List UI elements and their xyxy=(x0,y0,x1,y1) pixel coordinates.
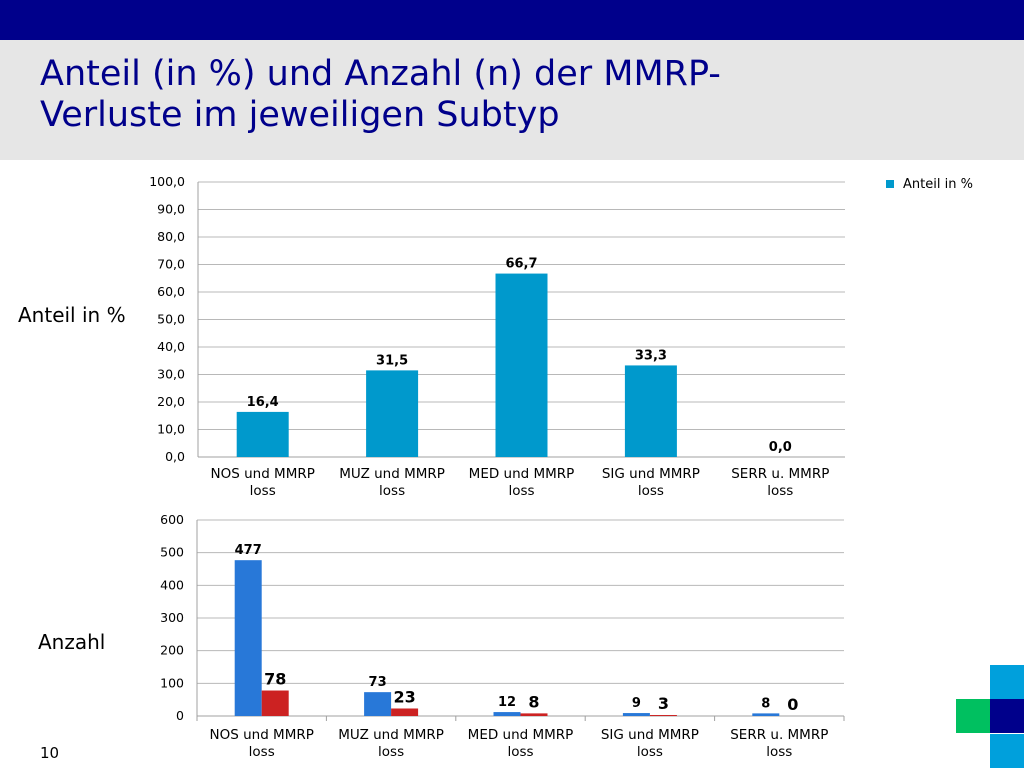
data-label: 12 xyxy=(498,695,516,710)
slide-title-line-2: Verluste im jeweiligen Subtyp xyxy=(40,95,560,135)
legend-label: Anteil in % xyxy=(903,177,973,192)
y-tick-label: 80,0 xyxy=(157,229,185,244)
x-tick-label: loss xyxy=(379,483,405,499)
y-tick-label: 50,0 xyxy=(157,312,185,327)
x-tick-label: NOS und MMRP xyxy=(211,466,315,482)
x-tick-label: loss xyxy=(767,483,793,499)
x-tick-label: SIG und MMRP xyxy=(602,466,700,482)
y-tick-label: 40,0 xyxy=(157,339,185,354)
x-tick-label: loss xyxy=(378,744,404,760)
x-tick-label: MUZ und MMRP xyxy=(339,466,445,482)
data-label: 3 xyxy=(658,694,669,713)
title-banner xyxy=(0,40,1024,160)
y-tick-label: 70,0 xyxy=(157,257,185,272)
percent-chart-label: Anteil in % xyxy=(18,303,126,327)
x-tick-label: loss xyxy=(637,744,663,760)
top-bar xyxy=(0,0,1024,40)
x-tick-label: SERR u. MMRP xyxy=(731,466,829,482)
decor-square-blue-bottom xyxy=(990,734,1024,768)
slide-title-line-1: Anteil (in %) und Anzahl (n) der MMRP- xyxy=(40,54,721,94)
bar xyxy=(622,713,650,716)
data-label: 8 xyxy=(761,696,770,711)
data-label: 8 xyxy=(528,692,539,711)
decor-square-navy xyxy=(990,699,1024,733)
bar xyxy=(495,273,548,457)
bar xyxy=(520,713,548,716)
data-label: 16,4 xyxy=(247,395,279,410)
bar xyxy=(649,715,677,716)
bar xyxy=(364,692,392,716)
y-tick-label: 200 xyxy=(160,643,184,658)
bar xyxy=(624,365,677,457)
x-tick-label: NOS und MMRP xyxy=(210,727,314,743)
data-label: 33,3 xyxy=(635,348,667,363)
y-tick-label: 10,0 xyxy=(157,422,185,437)
y-tick-label: 100 xyxy=(160,675,184,690)
bar xyxy=(391,708,419,716)
data-label: 0 xyxy=(787,695,798,714)
percent-bar-chart: 0,0 10,0 20,0 30,0 40,0 50,0 60,0 70,0 80,0 90,0 1… xyxy=(149,174,973,499)
x-tick-label: MED und MMRP xyxy=(468,727,574,743)
data-label: 0,0 xyxy=(769,440,792,455)
x-tick-label: loss xyxy=(507,744,533,760)
y-tick-label: 0,0 xyxy=(165,449,185,464)
x-tick-label: loss xyxy=(508,483,534,499)
y-tick-label: 300 xyxy=(160,610,184,625)
y-tick-label: 600 xyxy=(160,512,184,527)
bar xyxy=(752,713,780,716)
y-tick-label: 30,0 xyxy=(157,367,185,382)
y-tick-label: 20,0 xyxy=(157,394,185,409)
x-tick-label: SIG und MMRP xyxy=(601,727,699,743)
data-label: 31,5 xyxy=(376,353,408,368)
x-tick-label: loss xyxy=(249,744,275,760)
x-tick-label: loss xyxy=(638,483,664,499)
y-tick-label: 60,0 xyxy=(157,284,185,299)
data-label: 73 xyxy=(369,675,387,690)
y-tick-label: 500 xyxy=(160,545,184,560)
data-label: 78 xyxy=(264,670,286,689)
page-number: 10 xyxy=(40,744,60,762)
data-label: 477 xyxy=(235,543,262,558)
bar xyxy=(493,712,521,716)
data-label: 66,7 xyxy=(505,257,537,272)
data-label: 9 xyxy=(632,696,641,711)
decor-square-green xyxy=(956,699,990,733)
y-tick-label: 100,0 xyxy=(149,174,185,189)
bar xyxy=(236,411,289,457)
data-label: 23 xyxy=(393,687,415,706)
decor-square-blue-top xyxy=(990,665,1024,699)
legend-swatch xyxy=(886,180,894,188)
x-tick-label: loss xyxy=(766,744,792,760)
x-tick-label: SERR u. MMRP xyxy=(730,727,828,743)
y-tick-label: 90,0 xyxy=(157,202,185,217)
count-chart-label: Anzahl xyxy=(38,630,106,654)
x-tick-label: loss xyxy=(250,483,276,499)
x-tick-label: MED und MMRP xyxy=(469,466,575,482)
x-tick-label: MUZ und MMRP xyxy=(338,727,444,743)
bar xyxy=(366,370,419,457)
bar xyxy=(261,690,289,716)
y-tick-label: 0 xyxy=(176,708,184,723)
y-tick-label: 400 xyxy=(160,577,184,592)
slide-title: Anteil (in %) und Anzahl (n) der MMRP- V… xyxy=(40,54,1000,136)
bar xyxy=(234,560,262,716)
